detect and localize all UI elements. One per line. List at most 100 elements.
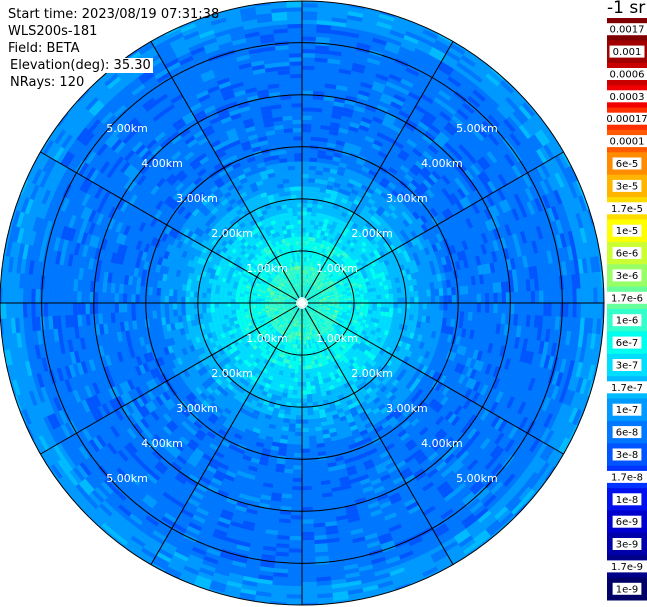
- beta-gate-cell: [291, 312, 295, 317]
- beta-gate-cell: [297, 390, 302, 395]
- beta-gate-cell: [283, 309, 288, 313]
- beta-gate-cell: [310, 303, 315, 305]
- beta-gate-cell: [364, 299, 369, 304]
- beta-gate-cell: [311, 310, 316, 314]
- beta-gate-cell: [373, 363, 380, 370]
- beta-gate-cell: [368, 208, 376, 216]
- beta-gate-cell: [305, 291, 308, 296]
- beta-gate-cell: [296, 310, 299, 315]
- beta-gate-cell: [323, 382, 329, 388]
- beta-gate-cell: [367, 291, 373, 297]
- beta-gate-cell: [237, 282, 243, 287]
- beta-gate-cell: [335, 196, 343, 202]
- beta-gate-cell: [243, 302, 248, 307]
- beta-gate-cell: [315, 174, 323, 180]
- beta-gate-cell: [252, 297, 257, 301]
- beta-gate-cell: [277, 295, 283, 298]
- beta-gate-cell: [287, 211, 293, 217]
- beta-gate-cell: [325, 309, 331, 313]
- beta-gate-cell: [291, 289, 295, 294]
- beta-gate-cell: [376, 246, 383, 254]
- beta-gate-cell: [253, 332, 259, 338]
- beta-gate-cell: [254, 207, 262, 214]
- beta-gate-cell: [414, 296, 419, 304]
- beta-gate-cell: [304, 286, 307, 291]
- beta-gate-cell: [340, 198, 348, 205]
- beta-gate-cell: [268, 225, 274, 231]
- beta-gate-cell: [385, 353, 393, 360]
- beta-gate-cell: [222, 302, 228, 308]
- beta-gate-cell: [278, 323, 283, 328]
- beta-gate-cell: [296, 402, 302, 408]
- beta-gate-cell: [384, 293, 390, 299]
- beta-gate-cell: [277, 300, 282, 302]
- beta-gate-cell: [358, 187, 367, 195]
- beta-gate-cell: [201, 352, 209, 360]
- beta-gate-cell: [294, 266, 297, 271]
- beta-gate-cell: [219, 315, 225, 321]
- beta-gate-cell: [282, 295, 287, 298]
- beta-gate-cell: [270, 313, 276, 317]
- beta-gate-cell: [284, 136, 294, 142]
- beta-gate-cell: [315, 278, 320, 283]
- beta-gate-cell: [229, 380, 237, 388]
- beta-gate-cell: [317, 275, 322, 280]
- beta-gate-cell: [290, 258, 294, 263]
- beta-gate-cell: [374, 269, 380, 275]
- beta-gate-cell: [363, 367, 370, 375]
- beta-gate-cell: [279, 357, 284, 363]
- beta-gate-cell: [314, 178, 322, 184]
- beta-gate-cell: [360, 380, 368, 388]
- beta-gate-cell: [265, 280, 271, 285]
- beta-gate-cell: [181, 302, 186, 310]
- beta-gate-cell: [243, 347, 250, 354]
- beta-gate-cell: [307, 245, 312, 250]
- beta-gate-cell: [370, 215, 378, 223]
- beta-gate-cell: [274, 240, 280, 246]
- beta-gate-cell: [352, 414, 361, 422]
- beta-gate-cell: [293, 279, 296, 284]
- beta-gate-cell: [426, 303, 432, 310]
- beta-gate-cell: [290, 372, 295, 378]
- beta-gate-cell: [322, 333, 327, 338]
- beta-gate-cell: [424, 322, 430, 331]
- beta-gate-cell: [372, 369, 380, 377]
- beta-gate-cell: [201, 239, 208, 247]
- beta-gate-cell: [221, 226, 229, 234]
- beta-gate-cell: [223, 386, 232, 394]
- beta-gate-cell: [306, 323, 309, 328]
- beta-gate-cell: [316, 279, 321, 284]
- beta-gate-cell: [283, 274, 288, 279]
- beta-gate-cell: [275, 218, 281, 224]
- beta-gate-cell: [313, 314, 317, 319]
- beta-gate-cell: [322, 268, 327, 273]
- beta-gate-cell: [278, 328, 283, 334]
- beta-gate-cell: [363, 205, 371, 213]
- beta-gate-cell: [281, 362, 286, 368]
- beta-gate-cell: [334, 226, 340, 233]
- beta-gate-cell: [191, 337, 197, 345]
- beta-gate-cell: [227, 367, 235, 374]
- beta-gate-cell: [321, 317, 326, 322]
- beta-gate-cell: [291, 394, 298, 399]
- beta-gate-cell: [318, 314, 323, 318]
- beta-gate-cell: [275, 231, 281, 237]
- beta-gate-cell: [294, 431, 302, 437]
- beta-gate-cell: [256, 337, 262, 342]
- beta-gate-cell: [274, 330, 279, 336]
- beta-gate-cell: [312, 286, 316, 291]
- beta-gate-cell: [371, 326, 378, 332]
- beta-gate-cell: [328, 289, 334, 293]
- beta-gate-cell: [269, 238, 275, 244]
- beta-gate-cell: [274, 341, 280, 347]
- beta-gate-cell: [325, 294, 331, 297]
- beta-gate-cell: [354, 380, 361, 387]
- beta-gate-cell: [326, 394, 333, 400]
- beta-gate-cell: [288, 427, 296, 432]
- beta-gate-cell: [317, 309, 322, 312]
- beta-gate-cell: [320, 330, 324, 335]
- beta-gate-cell: [290, 306, 295, 309]
- beta-gate-cell: [258, 215, 265, 222]
- beta-gate-cell: [328, 267, 333, 273]
- beta-gate-cell: [281, 305, 286, 308]
